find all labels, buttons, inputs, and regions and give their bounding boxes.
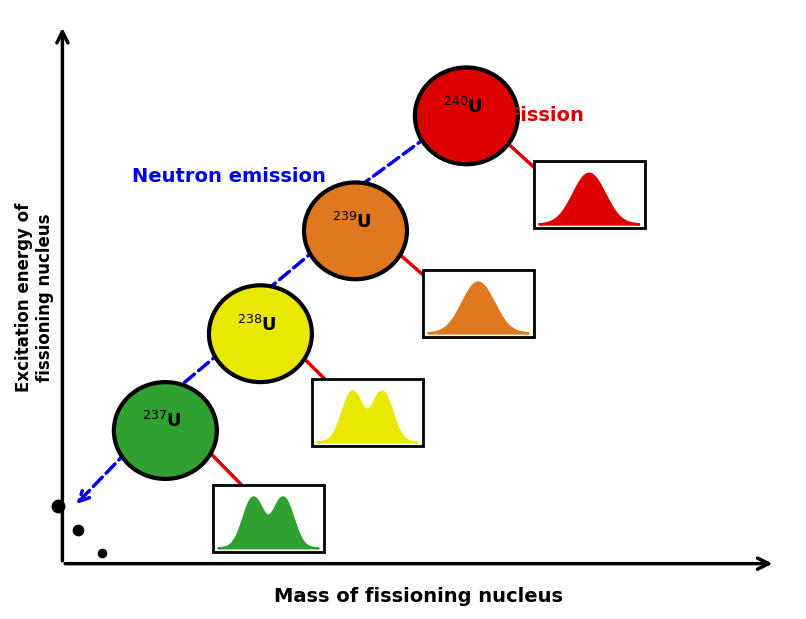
Text: Excitation energy of
fissioning nucleus: Excitation energy of fissioning nucleus bbox=[15, 202, 54, 392]
Point bbox=[96, 548, 109, 558]
Text: $^{240}$U: $^{240}$U bbox=[442, 97, 482, 117]
Point bbox=[52, 501, 64, 511]
Ellipse shape bbox=[209, 285, 312, 382]
Ellipse shape bbox=[114, 382, 217, 479]
Text: $^{237}$U: $^{237}$U bbox=[142, 412, 181, 431]
Bar bbox=[423, 270, 534, 337]
Bar bbox=[534, 161, 645, 228]
Ellipse shape bbox=[415, 67, 518, 164]
Text: Neutron emission: Neutron emission bbox=[132, 167, 326, 186]
Text: Mass of fissioning nucleus: Mass of fissioning nucleus bbox=[274, 587, 563, 606]
Text: $^{239}$U: $^{239}$U bbox=[332, 212, 372, 232]
Point bbox=[72, 526, 85, 535]
Text: $^{238}$U: $^{238}$U bbox=[237, 314, 276, 335]
Ellipse shape bbox=[304, 183, 407, 279]
Bar bbox=[213, 485, 324, 552]
Text: Fission: Fission bbox=[507, 106, 584, 126]
Bar bbox=[312, 379, 423, 446]
